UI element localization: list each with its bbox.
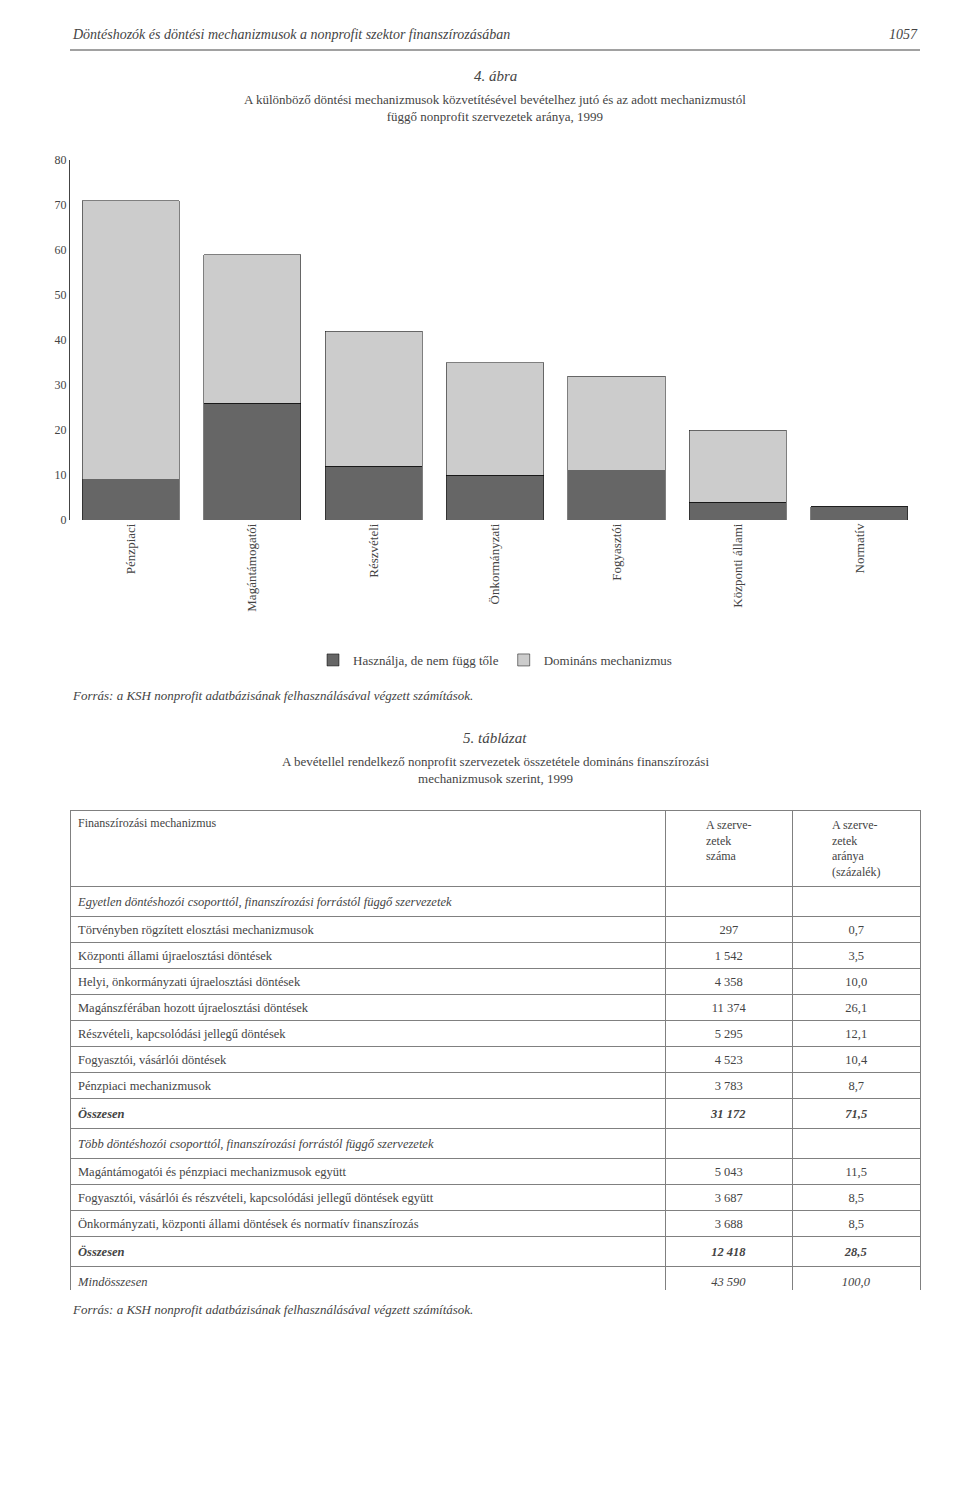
- svg-text:10: 10: [55, 468, 67, 482]
- svg-text:5 295: 5 295: [715, 1027, 743, 1041]
- svg-text:Magánszférában hozott újraelos: Magánszférában hozott újraelosztási dönt…: [78, 1001, 309, 1015]
- svg-text:20: 20: [55, 423, 67, 437]
- svg-text:12 418: 12 418: [711, 1245, 746, 1259]
- svg-text:4. ábra: 4. ábra: [474, 68, 517, 84]
- svg-text:11 374: 11 374: [712, 1001, 747, 1015]
- svg-text:Helyi, önkormányzati újraelosz: Helyi, önkormányzati újraelosztási dönté…: [78, 975, 301, 989]
- svg-text:Magántámogatói és pénzpiaci me: Magántámogatói és pénzpiaci mechanizmuso…: [78, 1165, 346, 1179]
- svg-text:5 043: 5 043: [715, 1165, 743, 1179]
- svg-text:40: 40: [55, 333, 67, 347]
- svg-text:Normatív: Normatív: [852, 523, 867, 573]
- svg-text:A szerve-zetekaránya(százalék): A szerve-zetekaránya(százalék): [832, 818, 881, 879]
- svg-text:3 783: 3 783: [715, 1079, 743, 1093]
- svg-text:31 172: 31 172: [710, 1107, 745, 1121]
- svg-text:8,7: 8,7: [848, 1079, 864, 1093]
- svg-text:30: 30: [55, 378, 67, 392]
- svg-text:Használja, de nem függ tőle: Használja, de nem függ tőle: [353, 653, 499, 668]
- svg-text:Több döntéshozói csoporttól, f: Több döntéshozói csoporttól, finanszíroz…: [78, 1137, 434, 1151]
- svg-text:1057: 1057: [889, 27, 918, 42]
- svg-text:Finanszírozási mechanizmus: Finanszírozási mechanizmus: [78, 816, 217, 830]
- svg-text:Fogyasztói: Fogyasztói: [609, 523, 624, 580]
- svg-text:Domináns mechanizmus: Domináns mechanizmus: [544, 653, 672, 668]
- svg-text:11,5: 11,5: [846, 1165, 867, 1179]
- svg-text:3 688: 3 688: [715, 1217, 743, 1231]
- svg-text:297: 297: [719, 923, 738, 937]
- svg-text:5. táblázat: 5. táblázat: [463, 730, 527, 746]
- svg-text:10,4: 10,4: [845, 1053, 868, 1067]
- svg-text:3,5: 3,5: [848, 949, 864, 963]
- svg-text:Fogyasztói, vásárlói és részvé: Fogyasztói, vásárlói és részvételi, kapc…: [78, 1191, 434, 1205]
- svg-text:0: 0: [61, 513, 67, 527]
- svg-text:50: 50: [55, 288, 67, 302]
- svg-text:Önkormányzati: Önkormányzati: [487, 523, 502, 604]
- svg-text:4 523: 4 523: [715, 1053, 743, 1067]
- svg-text:A bevétellel rendelkező nonpro: A bevétellel rendelkező nonprofit szerve…: [282, 754, 709, 786]
- svg-text:Forrás: a KSH nonprofit adatbá: Forrás: a KSH nonprofit adatbázisának fe…: [72, 688, 473, 703]
- svg-text:A szerve-zetekszáma: A szerve-zetekszáma: [706, 818, 752, 863]
- svg-text:Összesen: Összesen: [78, 1245, 125, 1259]
- svg-text:Egyetlen döntéshozói csoporttó: Egyetlen döntéshozói csoporttól, finansz…: [77, 895, 452, 909]
- svg-text:12,1: 12,1: [845, 1027, 867, 1041]
- svg-text:Központi állami: Központi állami: [730, 523, 745, 608]
- svg-text:Mindösszesen: Mindösszesen: [77, 1275, 147, 1289]
- svg-text:71,5: 71,5: [845, 1107, 867, 1121]
- svg-text:Fogyasztói, vásárlói döntések: Fogyasztói, vásárlói döntések: [78, 1053, 227, 1067]
- svg-text:8,5: 8,5: [848, 1217, 864, 1231]
- svg-text:26,1: 26,1: [845, 1001, 867, 1015]
- svg-text:0,7: 0,7: [848, 923, 864, 937]
- svg-text:Részvételi, kapcsolódási jelle: Részvételi, kapcsolódási jellegű döntése…: [78, 1027, 286, 1041]
- svg-text:A különböző döntési mechanizmu: A különböző döntési mechanizmusok közvet…: [244, 92, 746, 124]
- svg-text:Magántámogatói: Magántámogatói: [244, 523, 259, 611]
- svg-text:Összesen: Összesen: [78, 1107, 125, 1121]
- svg-text:28,5: 28,5: [844, 1245, 867, 1259]
- svg-text:100,0: 100,0: [842, 1275, 871, 1289]
- svg-text:60: 60: [55, 243, 67, 257]
- svg-text:Pénzpiaci mechanizmusok: Pénzpiaci mechanizmusok: [78, 1079, 212, 1093]
- svg-text:1 542: 1 542: [715, 949, 743, 963]
- svg-text:Döntéshozók és döntési mechani: Döntéshozók és döntési mechanizmusok a n…: [72, 27, 510, 42]
- svg-text:80: 80: [55, 153, 67, 167]
- svg-text:70: 70: [55, 198, 67, 212]
- svg-text:Forrás: a KSH nonprofit adatbá: Forrás: a KSH nonprofit adatbázisának fe…: [72, 1302, 473, 1317]
- svg-text:Részvételi: Részvételi: [366, 523, 381, 578]
- svg-text:10,0: 10,0: [845, 975, 867, 989]
- svg-text:Törvényben rögzített elosztási: Törvényben rögzített elosztási mechanizm…: [78, 923, 314, 937]
- svg-text:Központi állami újraelosztási: Központi állami újraelosztási döntések: [78, 949, 273, 963]
- svg-text:Önkormányzati, központi állami: Önkormányzati, központi állami döntések …: [78, 1217, 419, 1231]
- svg-text:Pénzpiaci: Pénzpiaci: [123, 523, 138, 574]
- svg-text:43 590: 43 590: [711, 1275, 746, 1289]
- svg-text:3 687: 3 687: [715, 1191, 743, 1205]
- svg-text:4 358: 4 358: [715, 975, 743, 989]
- svg-text:8,5: 8,5: [848, 1191, 864, 1205]
